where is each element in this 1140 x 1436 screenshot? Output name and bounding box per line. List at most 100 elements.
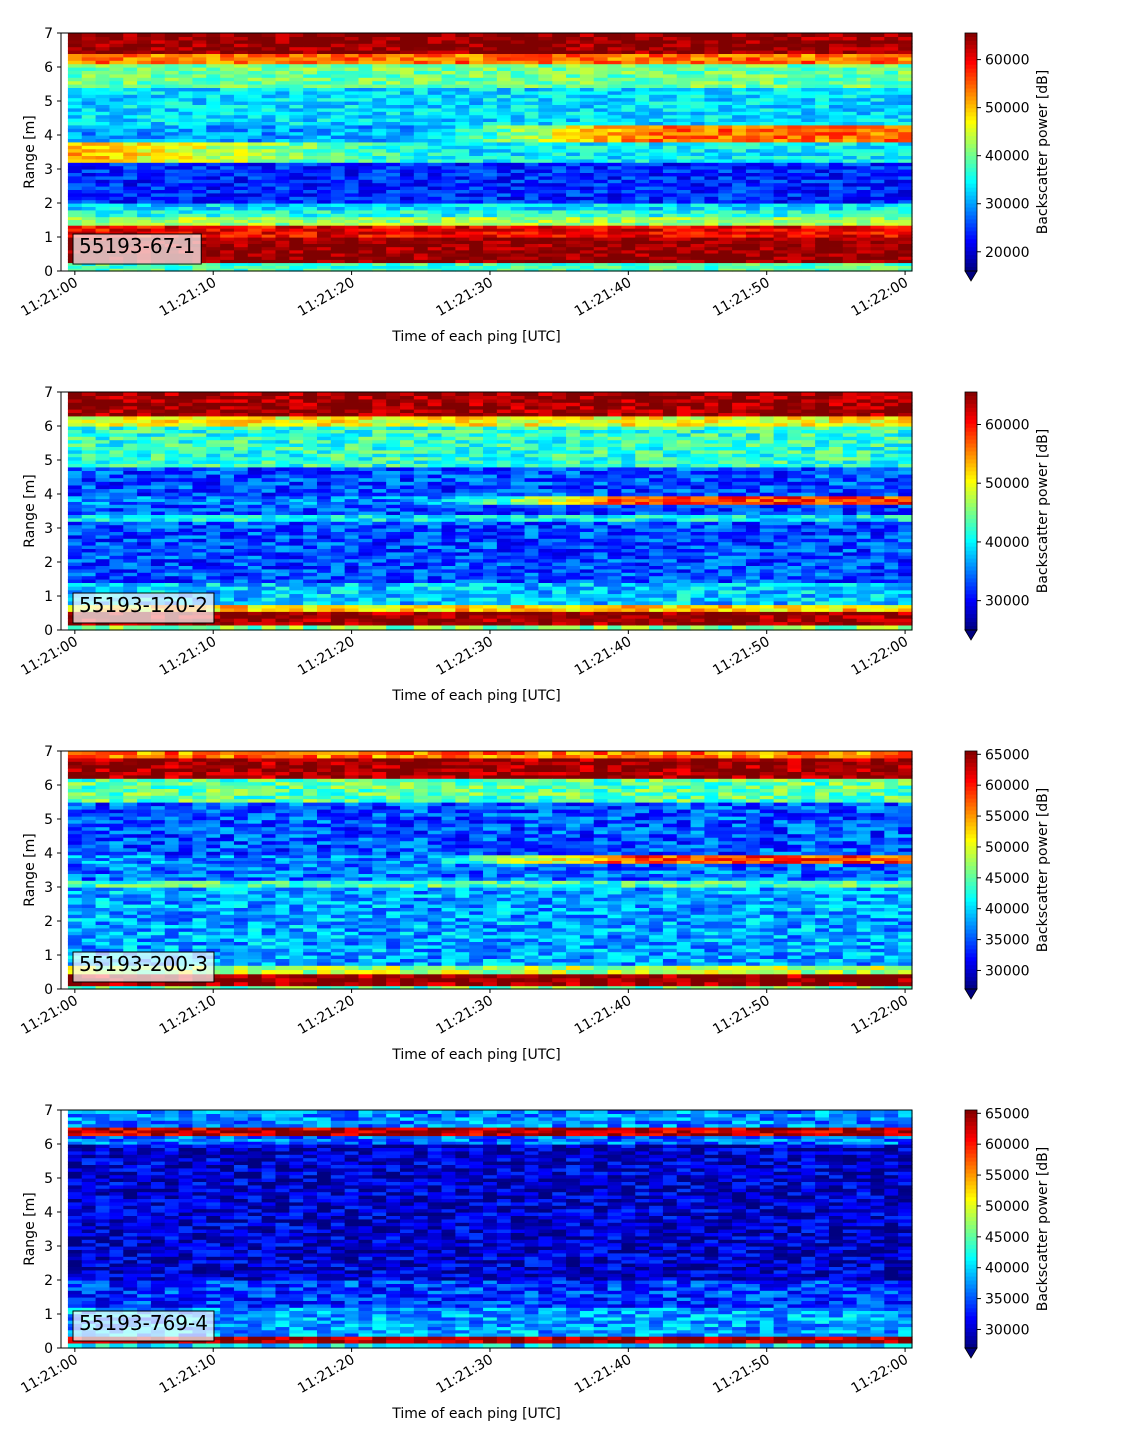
heatmap-cell xyxy=(303,90,318,95)
heatmap-cell xyxy=(773,94,789,99)
heatmap-cell xyxy=(496,138,512,143)
heatmap-cell xyxy=(247,225,263,229)
heatmap-cell xyxy=(303,67,318,71)
heatmap-cell xyxy=(400,192,415,197)
heatmap-cell xyxy=(164,182,180,187)
heatmap-cell xyxy=(828,141,844,146)
heatmap-cell xyxy=(150,84,166,88)
heatmap-cell xyxy=(621,80,636,85)
heatmap-cell xyxy=(413,148,429,153)
heatmap-cell xyxy=(247,243,263,248)
heatmap-cell xyxy=(95,169,111,173)
heatmap-cell xyxy=(842,141,858,146)
heatmap-cell xyxy=(552,84,567,88)
heatmap-cell xyxy=(109,121,124,126)
heatmap-cell xyxy=(289,131,304,136)
colorbar-tick-label: 20000 xyxy=(985,245,1030,261)
heatmap-cell xyxy=(441,94,456,99)
heatmap-cell xyxy=(81,162,97,167)
heatmap-cell xyxy=(649,175,664,180)
heatmap-cell xyxy=(330,199,346,204)
heatmap-cell xyxy=(690,124,706,129)
heatmap-cell xyxy=(732,192,747,197)
heatmap-cell xyxy=(828,172,844,177)
heatmap-cell xyxy=(607,262,623,266)
heatmap-cell xyxy=(856,228,872,232)
heatmap-cell xyxy=(732,104,747,109)
heatmap-cell xyxy=(718,60,733,65)
heatmap-cell xyxy=(109,624,124,631)
heatmap-cell xyxy=(427,77,443,82)
heatmap-cell xyxy=(95,395,111,400)
heatmap-cell xyxy=(137,175,152,180)
heatmap-cell xyxy=(247,53,263,58)
heatmap-cell xyxy=(150,118,166,122)
heatmap-cell xyxy=(261,77,277,82)
heatmap-cell xyxy=(67,219,83,223)
heatmap-cell xyxy=(67,449,83,454)
heatmap-cell xyxy=(884,209,899,214)
heatmap-cell xyxy=(303,135,318,139)
heatmap-cell xyxy=(137,80,152,85)
heatmap-cell xyxy=(579,77,595,82)
heatmap-cell xyxy=(261,67,277,71)
heatmap-cell xyxy=(316,268,332,272)
heatmap-cell xyxy=(220,213,235,218)
heatmap-cell xyxy=(400,256,415,260)
heatmap-cell xyxy=(898,73,913,78)
heatmap-cell xyxy=(95,199,111,204)
heatmap-cell xyxy=(358,246,373,251)
colorbar-segment xyxy=(965,235,977,240)
heatmap-cell xyxy=(552,46,567,51)
heatmap-cell xyxy=(718,179,733,184)
heatmap-cell xyxy=(95,189,111,194)
heatmap-cell xyxy=(815,158,830,163)
heatmap-cell xyxy=(745,56,761,61)
heatmap-cell xyxy=(386,77,401,82)
heatmap-cell xyxy=(413,128,429,133)
heatmap-cell xyxy=(427,237,443,241)
heatmap-cell xyxy=(150,268,166,272)
heatmap-cell xyxy=(261,118,277,122)
heatmap-cell xyxy=(275,196,290,201)
heatmap-cell xyxy=(607,222,623,226)
heatmap-cell xyxy=(316,53,332,58)
heatmap-cell xyxy=(593,234,609,238)
heatmap-cell xyxy=(828,73,844,78)
heatmap-cell xyxy=(109,179,124,184)
heatmap-cell xyxy=(109,477,124,482)
heatmap-cell xyxy=(593,43,609,48)
heatmap-cell xyxy=(400,206,415,211)
heatmap-cell xyxy=(801,84,816,88)
heatmap-cell xyxy=(400,209,415,214)
heatmap-cell xyxy=(469,165,484,170)
heatmap-cell xyxy=(898,128,913,133)
heatmap-cell xyxy=(496,141,512,146)
heatmap-cell xyxy=(593,249,609,254)
heatmap-cell xyxy=(358,206,373,211)
heatmap-cell xyxy=(635,203,650,207)
heatmap-cell xyxy=(815,97,830,102)
heatmap-cell xyxy=(510,243,526,248)
heatmap-cell xyxy=(178,87,194,92)
heatmap-cell xyxy=(400,234,415,238)
heatmap-cell xyxy=(400,158,415,163)
heatmap-cell xyxy=(427,135,443,139)
heatmap-cell xyxy=(759,216,775,221)
heatmap-cell xyxy=(483,268,498,272)
heatmap-cell xyxy=(732,175,747,180)
heatmap-cell xyxy=(870,199,885,204)
heatmap-cell xyxy=(358,114,373,119)
heatmap-cell xyxy=(801,33,816,37)
heatmap-cell xyxy=(192,135,207,139)
heatmap-cell xyxy=(109,107,124,112)
heatmap-cell xyxy=(164,179,180,184)
heatmap-cell xyxy=(400,36,415,41)
heatmap-cell xyxy=(483,138,498,143)
heatmap-cell xyxy=(261,138,277,143)
heatmap-cell xyxy=(856,124,872,129)
heatmap-cell xyxy=(842,209,858,214)
heatmap-cell xyxy=(95,484,111,490)
heatmap-cell xyxy=(510,182,526,187)
heatmap-cell xyxy=(662,80,678,85)
